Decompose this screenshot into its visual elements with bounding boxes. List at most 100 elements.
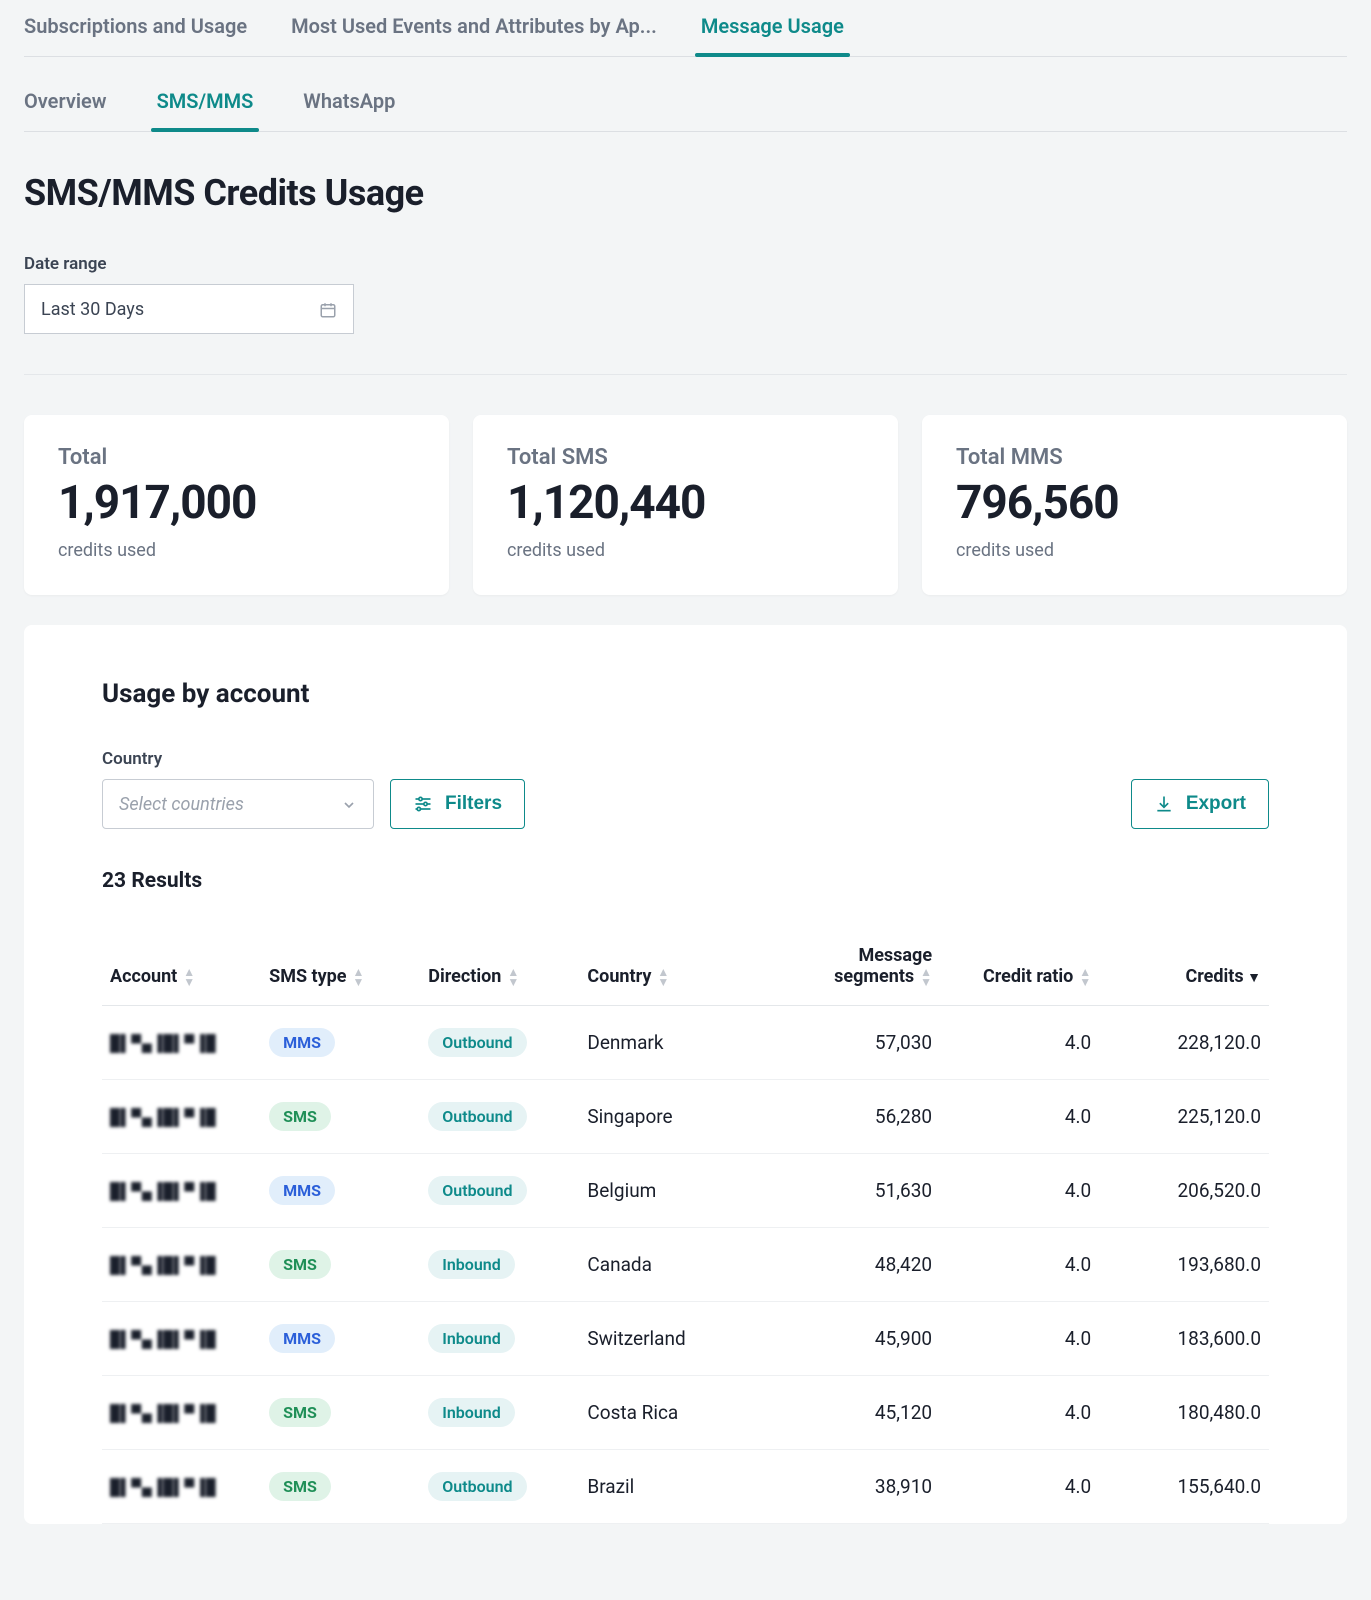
- cell-credits: 225,120.0: [1099, 1080, 1269, 1154]
- cell-credits: 193,680.0: [1099, 1228, 1269, 1302]
- col-direction[interactable]: Direction▲▼: [420, 927, 579, 1006]
- table-row: █▌▀▄▐█▌▀▐█MMSInboundSwitzerland45,9004.0…: [102, 1302, 1269, 1376]
- cell-direction: Outbound: [420, 1154, 579, 1228]
- tab-subscriptions-usage[interactable]: Subscriptions and Usage: [24, 14, 247, 56]
- cell-country: Canada: [579, 1228, 770, 1302]
- sub-tab-whatsapp[interactable]: WhatsApp: [303, 89, 395, 131]
- table-row: █▌▀▄▐█▌▀▐█SMSInboundCosta Rica45,1204.01…: [102, 1376, 1269, 1450]
- country-select[interactable]: Select countries: [102, 779, 374, 829]
- cell-credit-ratio: 4.0: [940, 1450, 1099, 1524]
- sms-type-pill: MMS: [269, 1176, 335, 1205]
- filters-button[interactable]: Filters: [390, 779, 525, 829]
- page-title: SMS/MMS Credits Usage: [24, 172, 1347, 214]
- cell-direction: Outbound: [420, 1006, 579, 1080]
- cell-segments: 56,280: [770, 1080, 940, 1154]
- download-icon: [1154, 793, 1174, 815]
- card-total-sms-sub: credits used: [507, 540, 864, 561]
- col-sms-type[interactable]: SMS type▲▼: [261, 927, 420, 1006]
- chevron-down-icon: [341, 794, 357, 815]
- cell-country: Brazil: [579, 1450, 770, 1524]
- cell-segments: 45,900: [770, 1302, 940, 1376]
- direction-pill: Outbound: [428, 1102, 526, 1131]
- table-row: █▌▀▄▐█▌▀▐█SMSOutboundBrazil38,9104.0155,…: [102, 1450, 1269, 1524]
- card-total-sms: Total SMS 1,120,440 credits used: [473, 415, 898, 595]
- direction-pill: Inbound: [428, 1398, 514, 1427]
- usage-panel: Usage by account Country Select countrie…: [24, 625, 1347, 1524]
- cell-country: Belgium: [579, 1154, 770, 1228]
- calendar-icon: [319, 299, 337, 320]
- sms-type-pill: MMS: [269, 1324, 335, 1353]
- sms-type-pill: SMS: [269, 1398, 331, 1427]
- tab-message-usage[interactable]: Message Usage: [701, 14, 844, 56]
- direction-pill: Inbound: [428, 1250, 514, 1279]
- col-country[interactable]: Country▲▼: [579, 927, 770, 1006]
- divider: [24, 374, 1347, 375]
- tab-most-used-events[interactable]: Most Used Events and Attributes by Ap...: [291, 14, 657, 56]
- table-row: █▌▀▄▐█▌▀▐█SMSInboundCanada48,4204.0193,6…: [102, 1228, 1269, 1302]
- sms-type-pill: SMS: [269, 1102, 331, 1131]
- direction-pill: Outbound: [428, 1176, 526, 1205]
- account-redacted: █▌▀▄▐█▌▀▐█: [110, 1404, 216, 1423]
- sms-type-pill: SMS: [269, 1472, 331, 1501]
- cell-direction: Outbound: [420, 1080, 579, 1154]
- col-credit-ratio[interactable]: Credit ratio▲▼: [940, 927, 1099, 1006]
- sms-type-pill: SMS: [269, 1250, 331, 1279]
- cell-direction: Outbound: [420, 1450, 579, 1524]
- table-row: █▌▀▄▐█▌▀▐█MMSOutboundBelgium51,6304.0206…: [102, 1154, 1269, 1228]
- card-total: Total 1,917,000 credits used: [24, 415, 449, 595]
- direction-pill: Outbound: [428, 1028, 526, 1057]
- cell-sms-type: SMS: [261, 1080, 420, 1154]
- cell-account: █▌▀▄▐█▌▀▐█: [102, 1006, 261, 1080]
- table-row: █▌▀▄▐█▌▀▐█MMSOutboundDenmark57,0304.0228…: [102, 1006, 1269, 1080]
- col-segments[interactable]: Message segments▲▼: [770, 927, 940, 1006]
- cell-credits: 228,120.0: [1099, 1006, 1269, 1080]
- sub-tab-sms-mms[interactable]: SMS/MMS: [157, 89, 254, 131]
- cell-sms-type: SMS: [261, 1450, 420, 1524]
- card-total-title: Total: [58, 445, 415, 470]
- account-redacted: █▌▀▄▐█▌▀▐█: [110, 1108, 216, 1127]
- cell-sms-type: MMS: [261, 1006, 420, 1080]
- export-button[interactable]: Export: [1131, 779, 1269, 829]
- cell-country: Denmark: [579, 1006, 770, 1080]
- card-total-value: 1,917,000: [58, 476, 415, 530]
- sms-type-pill: MMS: [269, 1028, 335, 1057]
- country-field: Country Select countries: [102, 749, 374, 829]
- cell-segments: 51,630: [770, 1154, 940, 1228]
- usage-table: Account▲▼ SMS type▲▼ Direction▲▼ Country…: [102, 927, 1269, 1524]
- account-redacted: █▌▀▄▐█▌▀▐█: [110, 1034, 216, 1053]
- cell-credits: 180,480.0: [1099, 1376, 1269, 1450]
- cell-account: █▌▀▄▐█▌▀▐█: [102, 1450, 261, 1524]
- card-total-mms-title: Total MMS: [956, 445, 1313, 470]
- card-total-mms-sub: credits used: [956, 540, 1313, 561]
- cell-account: █▌▀▄▐█▌▀▐█: [102, 1154, 261, 1228]
- cell-credits: 183,600.0: [1099, 1302, 1269, 1376]
- sub-tab-overview[interactable]: Overview: [24, 89, 107, 131]
- sliders-icon: [413, 793, 433, 815]
- account-redacted: █▌▀▄▐█▌▀▐█: [110, 1256, 216, 1275]
- date-range-label: Date range: [24, 254, 1347, 274]
- usage-panel-title: Usage by account: [102, 679, 1269, 709]
- cell-account: █▌▀▄▐█▌▀▐█: [102, 1080, 261, 1154]
- cell-credit-ratio: 4.0: [940, 1228, 1099, 1302]
- card-total-sub: credits used: [58, 540, 415, 561]
- cell-sms-type: MMS: [261, 1302, 420, 1376]
- cell-credits: 155,640.0: [1099, 1450, 1269, 1524]
- cell-credit-ratio: 4.0: [940, 1302, 1099, 1376]
- account-redacted: █▌▀▄▐█▌▀▐█: [110, 1478, 216, 1497]
- table-row: █▌▀▄▐█▌▀▐█SMSOutboundSingapore56,2804.02…: [102, 1080, 1269, 1154]
- date-range-value: Last 30 Days: [41, 299, 144, 320]
- cell-credit-ratio: 4.0: [940, 1376, 1099, 1450]
- col-credits[interactable]: Credits ▼: [1099, 927, 1269, 1006]
- sub-tabs: Overview SMS/MMS WhatsApp: [24, 89, 1347, 132]
- stat-cards: Total 1,917,000 credits used Total SMS 1…: [24, 415, 1347, 595]
- filters-label: Filters: [445, 793, 502, 815]
- cell-direction: Inbound: [420, 1302, 579, 1376]
- cell-account: █▌▀▄▐█▌▀▐█: [102, 1376, 261, 1450]
- direction-pill: Inbound: [428, 1324, 514, 1353]
- cell-country: Switzerland: [579, 1302, 770, 1376]
- cell-credits: 206,520.0: [1099, 1154, 1269, 1228]
- col-account[interactable]: Account▲▼: [102, 927, 261, 1006]
- results-count: 23 Results: [102, 869, 1269, 893]
- date-range-input[interactable]: Last 30 Days: [24, 284, 354, 334]
- date-range-field: Date range Last 30 Days: [24, 254, 1347, 334]
